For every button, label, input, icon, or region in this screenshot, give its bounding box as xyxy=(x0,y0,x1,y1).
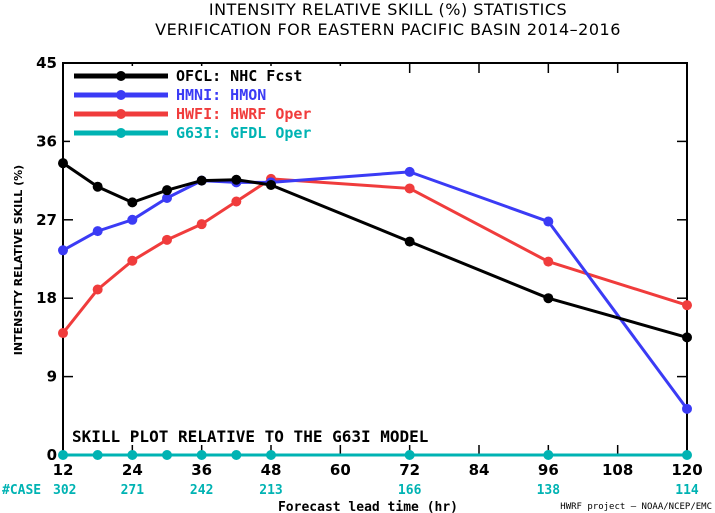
x-tick-label: 96 xyxy=(538,461,559,479)
data-point xyxy=(543,293,554,304)
data-point xyxy=(58,450,68,460)
data-point xyxy=(404,236,415,247)
legend-label: HWFI: HWRF Oper xyxy=(176,105,311,123)
case-counts: #CASE 302 271 242 213 166 138 114 xyxy=(2,483,699,498)
data-point xyxy=(196,175,207,186)
data-point xyxy=(404,166,415,177)
data-point xyxy=(162,234,172,245)
case-count: 302 xyxy=(53,483,76,498)
x-tick-label: 84 xyxy=(469,461,490,479)
data-point xyxy=(127,214,138,225)
case-count: 166 xyxy=(398,483,422,498)
data-point xyxy=(162,185,172,196)
case-count: 213 xyxy=(259,483,282,498)
x-tick-label: 48 xyxy=(261,461,282,479)
data-point xyxy=(231,196,242,207)
data-point xyxy=(404,183,415,194)
series-line-0 xyxy=(62,161,688,339)
y-tick-label: 36 xyxy=(36,132,57,150)
data-point xyxy=(127,197,138,208)
legend-swatch-marker xyxy=(116,128,126,138)
series-lines xyxy=(58,158,692,460)
data-point xyxy=(92,450,103,460)
data-point xyxy=(543,216,554,227)
legend-label: HMNI: HMON xyxy=(176,86,266,104)
data-point xyxy=(92,284,103,295)
x-axis-label: Forecast lead time (hr) xyxy=(278,500,458,513)
data-point xyxy=(543,450,554,460)
data-point xyxy=(127,255,138,266)
data-point xyxy=(196,219,207,230)
case-count: 138 xyxy=(537,483,561,498)
legend-label: OFCL: NHC Fcst xyxy=(176,67,302,85)
legend-swatch-marker xyxy=(116,71,126,81)
data-point xyxy=(231,174,242,185)
data-point xyxy=(92,226,103,237)
x-tick-label: 120 xyxy=(671,461,702,479)
x-tick-label: 72 xyxy=(399,461,420,479)
data-point xyxy=(266,450,276,460)
data-point xyxy=(58,328,68,339)
data-point xyxy=(162,450,172,460)
data-point xyxy=(682,332,692,343)
data-point xyxy=(162,193,172,204)
series-line-2 xyxy=(61,177,688,334)
data-point xyxy=(127,450,138,460)
data-point xyxy=(58,245,68,256)
data-point xyxy=(92,181,103,192)
x-tick-label: 108 xyxy=(602,461,633,479)
y-tick-label: 45 xyxy=(36,54,57,72)
case-count: 271 xyxy=(121,483,145,498)
x-tick-label: 24 xyxy=(122,461,143,479)
data-point xyxy=(682,300,692,311)
case-count: 114 xyxy=(675,483,699,498)
chart-subtitle: VERIFICATION FOR EASTERN PACIFIC BASIN 2… xyxy=(155,20,621,39)
y-tick-label: 0 xyxy=(47,446,57,464)
data-point xyxy=(682,450,692,460)
legend-swatch-marker xyxy=(116,109,126,119)
legend-swatch-marker xyxy=(116,90,126,100)
data-point xyxy=(404,450,415,460)
series-line-1 xyxy=(62,170,689,410)
data-point xyxy=(682,403,692,414)
data-point xyxy=(231,450,242,460)
data-point xyxy=(58,158,68,169)
credit-text: HWRF project – NOAA/NCEP/EMC xyxy=(560,502,712,512)
chart-title: INTENSITY RELATIVE SKILL (%) STATISTICS xyxy=(209,0,567,19)
y-axis-label: INTENSITY RELATIVE SKILL (%) xyxy=(12,165,25,355)
x-tick-label: 36 xyxy=(191,461,212,479)
legend-label: G63I: GFDL Oper xyxy=(176,124,311,142)
data-point xyxy=(543,256,554,267)
y-tick-label: 27 xyxy=(36,211,57,229)
axis-ticks: 0 9 18 27 36 45 12 24 36 48 60 72 84 96 108 120 xyxy=(36,54,703,479)
y-tick-label: 9 xyxy=(47,368,57,386)
x-tick-label: 12 xyxy=(53,461,74,479)
data-point xyxy=(266,179,276,190)
case-count: 242 xyxy=(190,483,213,498)
data-point xyxy=(196,450,207,460)
y-tick-label: 18 xyxy=(36,289,57,307)
skill-plot-note: SKILL PLOT RELATIVE TO THE G63I MODEL xyxy=(72,427,428,446)
case-label: #CASE xyxy=(2,483,41,498)
x-tick-label: 60 xyxy=(330,461,351,479)
